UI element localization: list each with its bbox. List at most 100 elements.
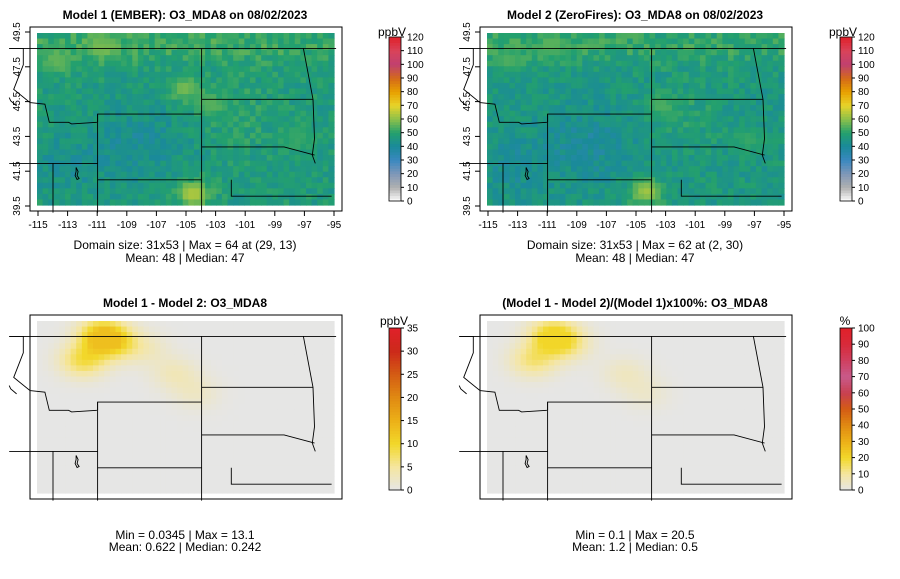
grid-cell [503,138,511,145]
grid-cell [42,166,49,173]
grid-cell [87,155,94,162]
grid-cell [177,143,184,151]
grid-cell [244,199,251,206]
grid-cell [249,337,257,344]
grid-cell [188,44,195,51]
grid-cell [221,121,229,128]
grid-cell [520,177,527,184]
grid-cell [266,71,273,78]
grid-cell [582,55,589,62]
grid-cell [98,49,105,56]
grid-cell [53,337,61,344]
grid-cell [328,393,335,400]
grid-cell [177,127,184,134]
grid-cell [261,415,268,422]
grid-cell [683,171,690,178]
grid-cell [154,431,161,439]
grid-cell [599,143,606,151]
grid-cell [177,370,184,378]
grid-cell [221,160,229,167]
grid-cell [126,171,133,178]
grid-cell [509,77,516,84]
grid-cell [59,398,66,405]
grid-cell [750,149,757,156]
grid-cell [294,437,301,444]
grid-cell [249,105,257,112]
grid-cell [487,143,494,151]
grid-cell [70,426,77,433]
grid-cell [317,49,324,56]
grid-cell [733,177,740,184]
grid-cell [487,149,494,156]
grid-cell [722,149,729,156]
grid-cell [615,188,623,195]
grid-cell [744,149,751,156]
grid-cell [772,149,779,156]
grid-cell [571,77,578,84]
grid-cell [272,177,279,184]
grid-cell [627,132,634,140]
grid-cell [115,166,122,173]
grid-cell [599,94,606,101]
grid-cell [115,127,122,134]
grid-cell [65,348,72,355]
grid-cell [199,182,206,189]
grid-cell [565,138,572,145]
grid-cell [283,404,290,411]
grid-cell [272,448,279,455]
grid-cell [199,354,206,361]
grid-cell [289,116,296,123]
grid-cell [300,426,307,433]
grid-cell [104,127,111,134]
grid-cell [492,199,499,206]
grid-cell [328,49,335,56]
grid-cell [289,326,296,333]
grid-cell [65,116,72,123]
grid-cell [294,33,301,40]
grid-cell [322,448,329,455]
grid-cell [604,166,611,173]
grid-cell [109,354,117,361]
grid-cell [526,116,533,123]
grid-cell [76,370,83,378]
grid-cell [638,38,645,45]
grid-cell [328,171,335,178]
grid-cell [87,321,94,328]
grid-cell [722,110,729,117]
state-border [230,179,332,197]
grid-cell [126,166,133,173]
colorbar-segment [389,187,401,191]
grid-cell [48,116,55,123]
grid-cell [171,443,178,450]
grid-cell [778,199,785,206]
grid-cell [666,193,673,201]
grid-cell [182,426,189,433]
grid-cell [711,166,718,173]
grid-cell [520,44,527,51]
grid-cell [165,82,173,90]
grid-cell [722,132,729,140]
grid-cell [492,132,499,140]
grid-cell [193,127,201,134]
grid-cell [716,182,723,189]
grid-cell [188,193,195,201]
grid-cell [115,160,122,167]
grid-cell [126,365,133,372]
grid-cell [104,354,111,361]
grid-cell [289,193,296,201]
grid-cell [317,193,324,201]
grid-cell [559,149,567,156]
grid-cell [81,99,89,106]
grid-cell [554,166,561,173]
grid-cell [492,171,499,178]
grid-cell [249,415,257,422]
grid-cell [255,420,262,428]
grid-cell [126,343,133,350]
grid-cell [328,326,335,333]
grid-cell [193,387,201,394]
grid-cell [255,177,262,184]
grid-cell [126,420,133,428]
grid-cell [143,459,150,466]
grid-cell [305,182,313,189]
grid-cell [739,155,746,162]
